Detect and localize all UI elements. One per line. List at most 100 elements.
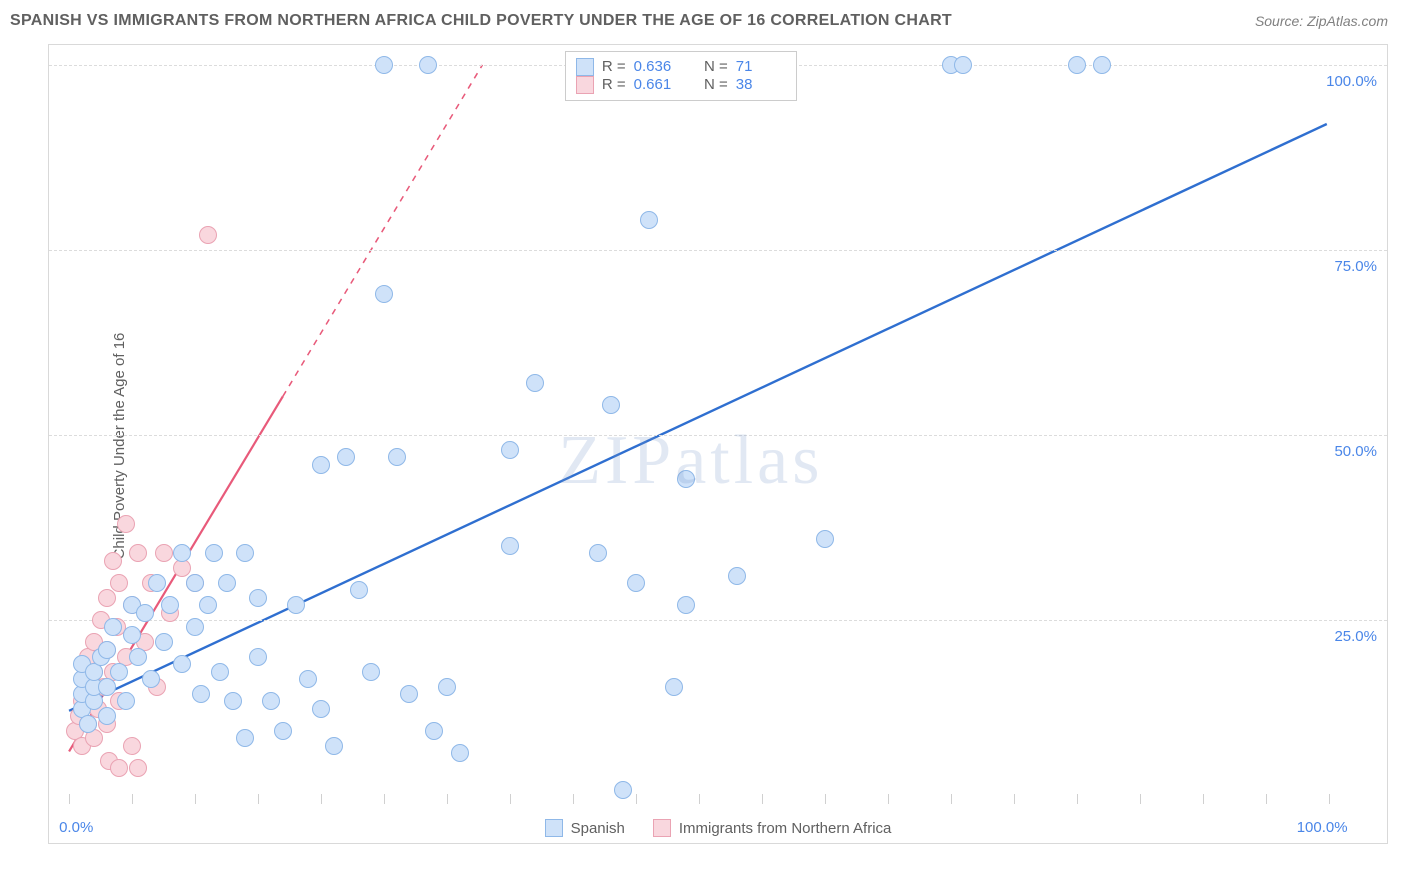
- data-point: [110, 759, 128, 777]
- data-point: [337, 448, 355, 466]
- legend: Spanish Immigrants from Northern Africa: [49, 819, 1387, 837]
- y-tick-label: 50.0%: [1334, 443, 1377, 460]
- x-tick: [573, 794, 574, 804]
- data-point: [312, 700, 330, 718]
- chart-source: Source: ZipAtlas.com: [1255, 13, 1388, 29]
- data-point: [98, 707, 116, 725]
- data-point: [161, 596, 179, 614]
- stats-r-label: R =: [602, 76, 626, 93]
- data-point: [148, 574, 166, 592]
- stats-n-label: N =: [704, 76, 728, 93]
- data-point: [362, 663, 380, 681]
- data-point: [312, 456, 330, 474]
- stats-row: R = 0.661 N = 38: [576, 76, 782, 94]
- data-point: [438, 678, 456, 696]
- x-tick: [1014, 794, 1015, 804]
- x-tick: [1140, 794, 1141, 804]
- data-point: [98, 589, 116, 607]
- grid-line: [49, 620, 1387, 621]
- data-point: [117, 515, 135, 533]
- data-point: [954, 56, 972, 74]
- data-point: [501, 441, 519, 459]
- x-tick: [510, 794, 511, 804]
- y-tick-label: 75.0%: [1334, 258, 1377, 275]
- data-point: [388, 448, 406, 466]
- data-point: [155, 633, 173, 651]
- x-tick: [699, 794, 700, 804]
- stats-r-label: R =: [602, 58, 626, 75]
- data-point: [224, 692, 242, 710]
- data-point: [117, 692, 135, 710]
- legend-swatch: [545, 819, 563, 837]
- x-tick: [825, 794, 826, 804]
- stats-row: R =0.636 N =71: [576, 58, 782, 76]
- legend-label: Immigrants from Northern Africa: [679, 820, 892, 837]
- x-tick: [762, 794, 763, 804]
- data-point: [211, 663, 229, 681]
- x-tick: [888, 794, 889, 804]
- data-point: [375, 56, 393, 74]
- plot-area: 25.0%50.0%75.0%100.0% ZIPatlas R =0.636 …: [48, 44, 1388, 844]
- data-point: [419, 56, 437, 74]
- y-tick-label: 25.0%: [1334, 628, 1377, 645]
- data-point: [614, 781, 632, 799]
- stats-n-label: N =: [704, 58, 728, 75]
- data-point: [186, 618, 204, 636]
- data-point: [123, 737, 141, 755]
- stats-n-value: 38: [736, 76, 782, 93]
- data-point: [249, 648, 267, 666]
- stats-r-value: 0.661: [634, 76, 680, 93]
- data-point: [526, 374, 544, 392]
- data-point: [400, 685, 418, 703]
- chart-header: SPANISH VS IMMIGRANTS FROM NORTHERN AFRI…: [0, 0, 1406, 42]
- data-point: [677, 596, 695, 614]
- legend-swatch: [653, 819, 671, 837]
- data-point: [640, 211, 658, 229]
- x-tick: [384, 794, 385, 804]
- data-point: [501, 537, 519, 555]
- data-point: [1068, 56, 1086, 74]
- data-point: [129, 648, 147, 666]
- x-tick: [951, 794, 952, 804]
- data-point: [199, 596, 217, 614]
- x-tick: [1266, 794, 1267, 804]
- source-name: ZipAtlas.com: [1307, 13, 1388, 29]
- data-point: [218, 574, 236, 592]
- data-point: [589, 544, 607, 562]
- data-point: [98, 678, 116, 696]
- grid-line: [49, 250, 1387, 251]
- data-point: [186, 574, 204, 592]
- chart-title: SPANISH VS IMMIGRANTS FROM NORTHERN AFRI…: [10, 12, 952, 30]
- x-tick: [132, 794, 133, 804]
- data-point: [451, 744, 469, 762]
- x-tick: [69, 794, 70, 804]
- data-point: [104, 618, 122, 636]
- data-point: [425, 722, 443, 740]
- data-point: [627, 574, 645, 592]
- data-point: [665, 678, 683, 696]
- legend-item: Spanish: [545, 819, 625, 837]
- x-tick: [447, 794, 448, 804]
- y-tick-label: 100.0%: [1326, 73, 1377, 90]
- x-min-label: 0.0%: [59, 819, 93, 836]
- data-point: [199, 226, 217, 244]
- data-point: [325, 737, 343, 755]
- series-swatch: [576, 58, 594, 76]
- data-point: [110, 574, 128, 592]
- legend-item: Immigrants from Northern Africa: [653, 819, 892, 837]
- data-point: [816, 530, 834, 548]
- data-point: [136, 604, 154, 622]
- data-point: [110, 663, 128, 681]
- x-max-label: 100.0%: [1297, 819, 1348, 836]
- data-point: [375, 285, 393, 303]
- data-point: [299, 670, 317, 688]
- stats-n-value: 71: [736, 58, 782, 75]
- data-point: [98, 641, 116, 659]
- data-point: [677, 470, 695, 488]
- data-point: [1093, 56, 1111, 74]
- data-point: [728, 567, 746, 585]
- data-point: [155, 544, 173, 562]
- legend-label: Spanish: [571, 820, 625, 837]
- data-point: [287, 596, 305, 614]
- data-point: [262, 692, 280, 710]
